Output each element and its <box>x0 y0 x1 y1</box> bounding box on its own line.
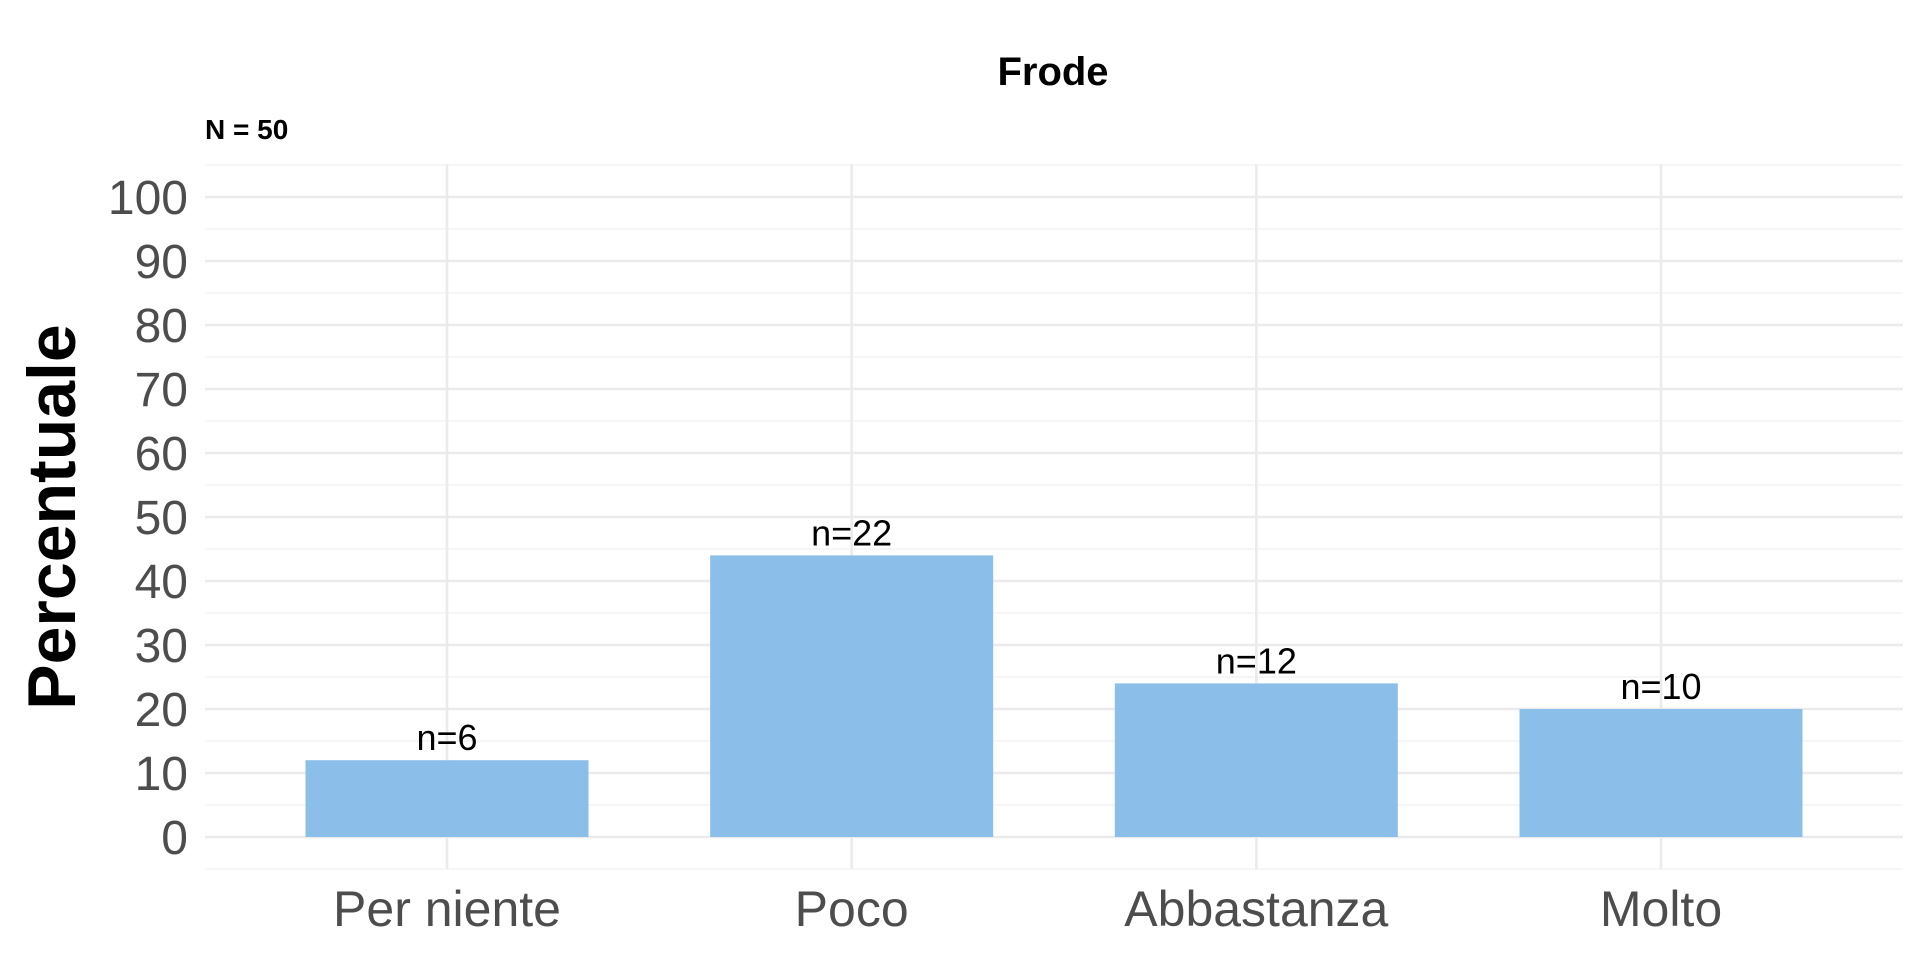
y-tick-label: 30 <box>135 620 188 673</box>
bar-data-label: n=6 <box>416 717 477 758</box>
bar <box>710 555 994 837</box>
x-tick-label: Per niente <box>333 881 561 937</box>
label-layer: 0 10 20 30 40 50 60 70 80 90 100 n=6 Per niente n=22 P… <box>108 172 1722 937</box>
bar-layer <box>305 555 1803 837</box>
bar-data-label: n=12 <box>1216 640 1297 681</box>
y-tick-label: 80 <box>135 300 188 353</box>
y-tick-label: 60 <box>135 428 188 481</box>
x-tick-label: Molto <box>1600 881 1722 937</box>
y-tick-label: 10 <box>135 748 188 801</box>
y-tick-label: 40 <box>135 556 188 609</box>
bar <box>1114 683 1398 837</box>
y-tick-label: 50 <box>135 492 188 545</box>
chart-title: Frode <box>997 50 1108 94</box>
bar-data-label: n=10 <box>1620 666 1701 707</box>
x-tick-label: Poco <box>795 881 909 937</box>
bar <box>305 760 589 837</box>
grid-layer <box>205 164 1903 870</box>
y-tick-label: 70 <box>135 364 188 417</box>
y-axis-title: Percentuale <box>14 324 90 710</box>
y-tick-label: 100 <box>108 172 188 225</box>
bar <box>1519 709 1803 837</box>
chart-subtitle: N = 50 <box>205 114 288 145</box>
x-tick-label: Abbastanza <box>1124 881 1388 937</box>
y-tick-label: 0 <box>161 812 188 865</box>
y-tick-label: 20 <box>135 684 188 737</box>
y-tick-label: 90 <box>135 236 188 289</box>
bar-data-label: n=22 <box>811 512 892 553</box>
